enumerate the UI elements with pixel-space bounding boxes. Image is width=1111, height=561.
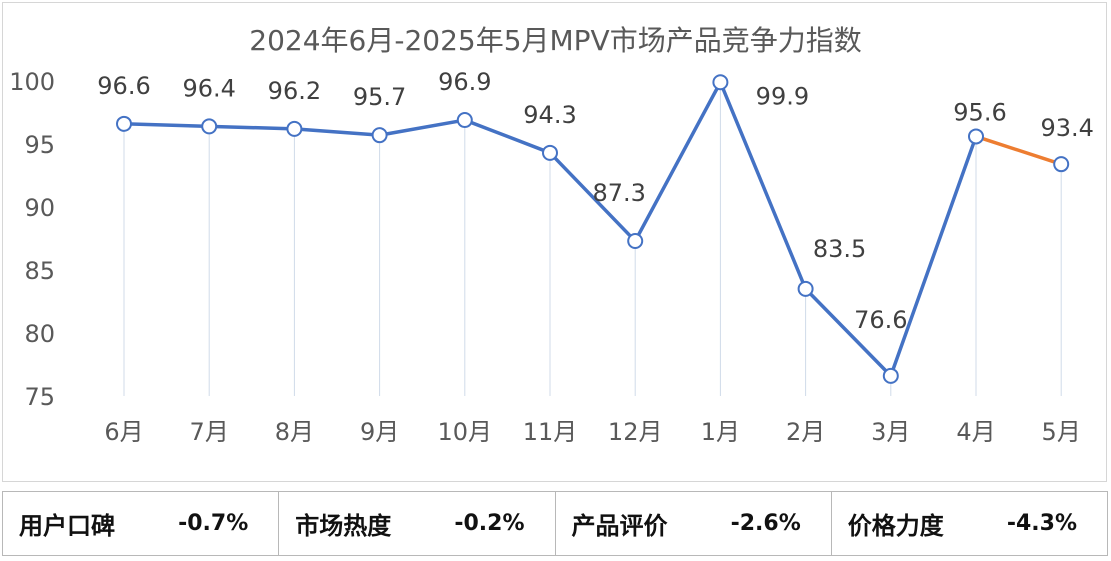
data-label: 76.6 — [854, 306, 907, 334]
chart-title: 2024年6月-2025年5月MPV市场产品竞争力指数 — [249, 24, 862, 57]
series-line-segment — [803, 287, 893, 378]
metric-cell: 产品评价 -2.6% — [556, 492, 832, 555]
metric-value: -0.2% — [454, 511, 525, 536]
x-tick-label: 10月 — [438, 418, 493, 446]
data-label: 95.6 — [953, 98, 1006, 126]
x-tick-label: 3月 — [871, 418, 910, 446]
x-tick-label: 4月 — [956, 418, 995, 446]
data-point — [201, 118, 218, 135]
metric-cell: 价格力度 -4.3% — [832, 492, 1107, 555]
data-label: 93.4 — [1040, 114, 1093, 142]
data-point — [286, 120, 303, 137]
data-point — [371, 127, 388, 144]
x-tick-label: 2月 — [786, 418, 825, 446]
line-chart: 75 80 85 90 95 100 96.6 96.4 96.2 95.7 96.9 94.3 87.… — [9, 68, 1094, 446]
data-label: 95.7 — [353, 83, 406, 111]
metric-value: -2.6% — [730, 511, 801, 536]
data-label: 99.9 — [756, 82, 809, 110]
series-line-segment — [718, 80, 808, 291]
y-tick-label: 100 — [9, 68, 55, 96]
data-point — [712, 74, 729, 91]
x-tick-label: 1月 — [701, 418, 740, 446]
metric-cell: 用户口碑 -0.7% — [3, 492, 280, 555]
metric-value: -0.7% — [178, 511, 249, 536]
series-line-segment — [889, 134, 978, 378]
y-tick-label: 75 — [24, 383, 55, 411]
series-line-segment — [377, 118, 467, 137]
metric-label: 产品评价 — [571, 512, 668, 540]
metrics-table: 用户口碑 -0.7% 市场热度 -0.2% 产品评价 -2.6% 价格力度 -4… — [2, 491, 1108, 556]
chart-panel: 75 80 85 90 95 100 96.6 96.4 96.2 95.7 96.9 94.3 87.… — [2, 2, 1107, 482]
series-line-segment — [548, 151, 637, 243]
series-line-segment — [974, 134, 1063, 166]
x-tick-label: 8月 — [275, 418, 314, 446]
data-point — [797, 280, 814, 297]
x-tick-label: 11月 — [523, 418, 578, 446]
data-label: 87.3 — [592, 179, 645, 207]
metric-value: -4.3% — [1006, 511, 1077, 536]
data-point — [968, 128, 984, 145]
y-tick-label: 90 — [24, 194, 55, 222]
x-tick-label: 12月 — [608, 418, 663, 446]
data-label: 96.9 — [438, 68, 491, 96]
data-label: 96.6 — [97, 72, 150, 100]
data-label: 96.4 — [182, 74, 235, 102]
data-point — [116, 115, 132, 132]
data-point — [456, 112, 473, 129]
y-tick-label: 85 — [24, 257, 55, 285]
series-line-segment — [292, 127, 382, 137]
series-line-segment — [463, 118, 552, 155]
x-tick-label: 5月 — [1042, 418, 1081, 446]
y-tick-label: 95 — [24, 131, 55, 159]
data-label: 83.5 — [813, 235, 866, 263]
series-line-segment — [207, 124, 297, 131]
data-point — [882, 367, 899, 384]
x-tick-label: 7月 — [190, 418, 229, 446]
series-line-segment — [633, 80, 723, 243]
metric-label: 价格力度 — [847, 512, 944, 540]
data-point — [627, 233, 644, 250]
data-point — [542, 144, 558, 161]
data-point — [1053, 156, 1070, 173]
data-label: 94.3 — [523, 101, 576, 129]
y-tick-label: 80 — [24, 320, 55, 348]
x-tick-label: 6月 — [104, 418, 143, 446]
x-tick-label: 9月 — [360, 418, 399, 446]
metric-label: 市场热度 — [295, 512, 392, 540]
series-line-segment — [122, 122, 211, 129]
metric-label: 用户口碑 — [19, 512, 115, 540]
metric-cell: 市场热度 -0.2% — [279, 492, 556, 555]
data-label: 96.2 — [268, 77, 321, 105]
